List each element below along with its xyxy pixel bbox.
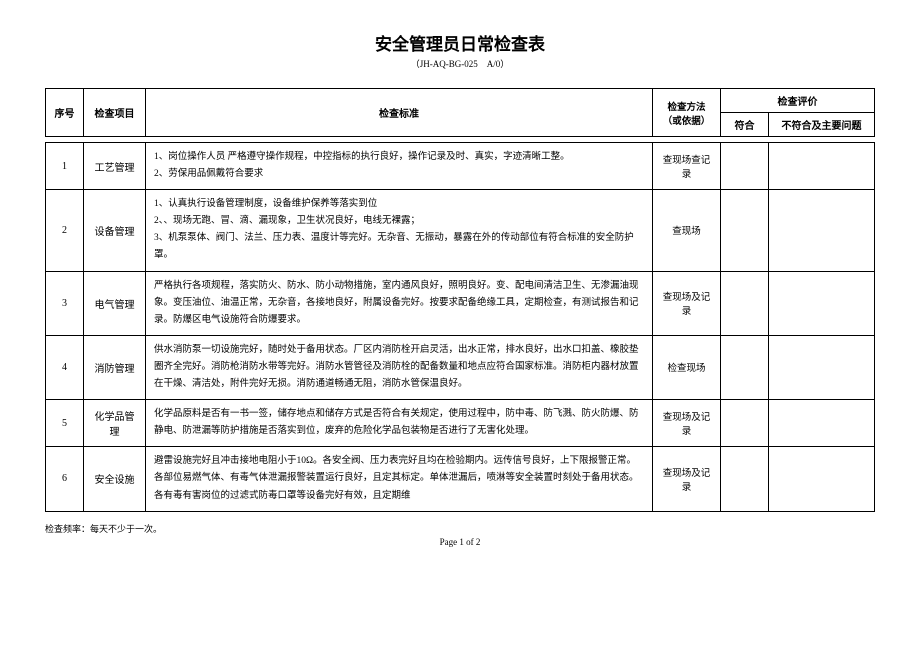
cell-std: 严格执行各项规程，落实防火、防水、防小动物措施，室内通风良好，照明良好。变、配电… xyxy=(146,271,653,335)
cell-fit xyxy=(721,335,769,399)
header-seq: 序号 xyxy=(46,89,84,137)
cell-method: 查现场及记录 xyxy=(653,271,721,335)
cell-seq: 3 xyxy=(46,271,84,335)
cell-item: 电气管理 xyxy=(84,271,146,335)
inspection-table: 序号 检查项目 检查标准 检查方法（或依据） 检查评价 符合 不符合及主要问题 … xyxy=(45,88,875,512)
table-row: 6安全设施避雷设施完好且冲击接地电阻小于10Ω。各安全阀、压力表完好且均在检验期… xyxy=(46,447,875,511)
cell-fit xyxy=(721,143,769,190)
cell-nonfit xyxy=(769,143,875,190)
cell-nonfit xyxy=(769,400,875,447)
cell-nonfit xyxy=(769,447,875,511)
page-number: Page 1 of 2 xyxy=(45,537,875,547)
cell-item: 设备管理 xyxy=(84,190,146,271)
cell-item: 消防管理 xyxy=(84,335,146,399)
table-row: 1工艺管理1、岗位操作人员 严格遵守操作规程，中控指标的执行良好，操作记录及时、… xyxy=(46,143,875,190)
cell-seq: 2 xyxy=(46,190,84,271)
header-fit: 符合 xyxy=(721,113,769,137)
cell-seq: 1 xyxy=(46,143,84,190)
cell-seq: 6 xyxy=(46,447,84,511)
table-row: 5化学品管理化学品原料是否有一书一签，储存地点和储存方式是否符合有关规定，使用过… xyxy=(46,400,875,447)
cell-item: 化学品管理 xyxy=(84,400,146,447)
cell-seq: 4 xyxy=(46,335,84,399)
cell-item: 安全设施 xyxy=(84,447,146,511)
header-eval: 检查评价 xyxy=(721,89,875,113)
cell-std: 1、岗位操作人员 严格遵守操作规程，中控指标的执行良好，操作记录及时、真实，字迹… xyxy=(146,143,653,190)
header-item: 检查项目 xyxy=(84,89,146,137)
document-title: 安全管理员日常检查表 xyxy=(45,30,875,55)
footer-note: 检查频率：每天不少于一次。 xyxy=(45,522,875,535)
cell-method: 查现场及记录 xyxy=(653,400,721,447)
cell-item: 工艺管理 xyxy=(84,143,146,190)
cell-nonfit xyxy=(769,335,875,399)
table-row: 2设备管理1、认真执行设备管理制度，设备维护保养等落实到位2、、现场无跑、冒、滴… xyxy=(46,190,875,271)
cell-fit xyxy=(721,400,769,447)
cell-fit xyxy=(721,190,769,271)
cell-nonfit xyxy=(769,190,875,271)
header-std: 检查标准 xyxy=(146,89,653,137)
header-method: 检查方法（或依据） xyxy=(653,89,721,137)
cell-method: 查现场及记录 xyxy=(653,447,721,511)
cell-std: 1、认真执行设备管理制度，设备维护保养等落实到位2、、现场无跑、冒、滴、漏现象，… xyxy=(146,190,653,271)
document-code: （JH-AQ-BG-025 A/0） xyxy=(45,57,875,70)
table-row: 3电气管理严格执行各项规程，落实防火、防水、防小动物措施，室内通风良好，照明良好… xyxy=(46,271,875,335)
cell-nonfit xyxy=(769,271,875,335)
cell-fit xyxy=(721,271,769,335)
cell-std: 供水消防泵一切设施完好，随时处于备用状态。厂区内消防栓开启灵活，出水正常，排水良… xyxy=(146,335,653,399)
cell-method: 查现场查记录 xyxy=(653,143,721,190)
cell-std: 化学品原料是否有一书一签，储存地点和储存方式是否符合有关规定，使用过程中，防中毒… xyxy=(146,400,653,447)
table-body: 1工艺管理1、岗位操作人员 严格遵守操作规程，中控指标的执行良好，操作记录及时、… xyxy=(46,143,875,512)
cell-fit xyxy=(721,447,769,511)
cell-std: 避雷设施完好且冲击接地电阻小于10Ω。各安全阀、压力表完好且均在检验期内。远传信… xyxy=(146,447,653,511)
cell-method: 检查现场 xyxy=(653,335,721,399)
header-nonfit: 不符合及主要问题 xyxy=(769,113,875,137)
cell-seq: 5 xyxy=(46,400,84,447)
table-row: 4消防管理供水消防泵一切设施完好，随时处于备用状态。厂区内消防栓开启灵活，出水正… xyxy=(46,335,875,399)
table-header-row: 序号 检查项目 检查标准 检查方法（或依据） 检查评价 xyxy=(46,89,875,113)
cell-method: 查现场 xyxy=(653,190,721,271)
